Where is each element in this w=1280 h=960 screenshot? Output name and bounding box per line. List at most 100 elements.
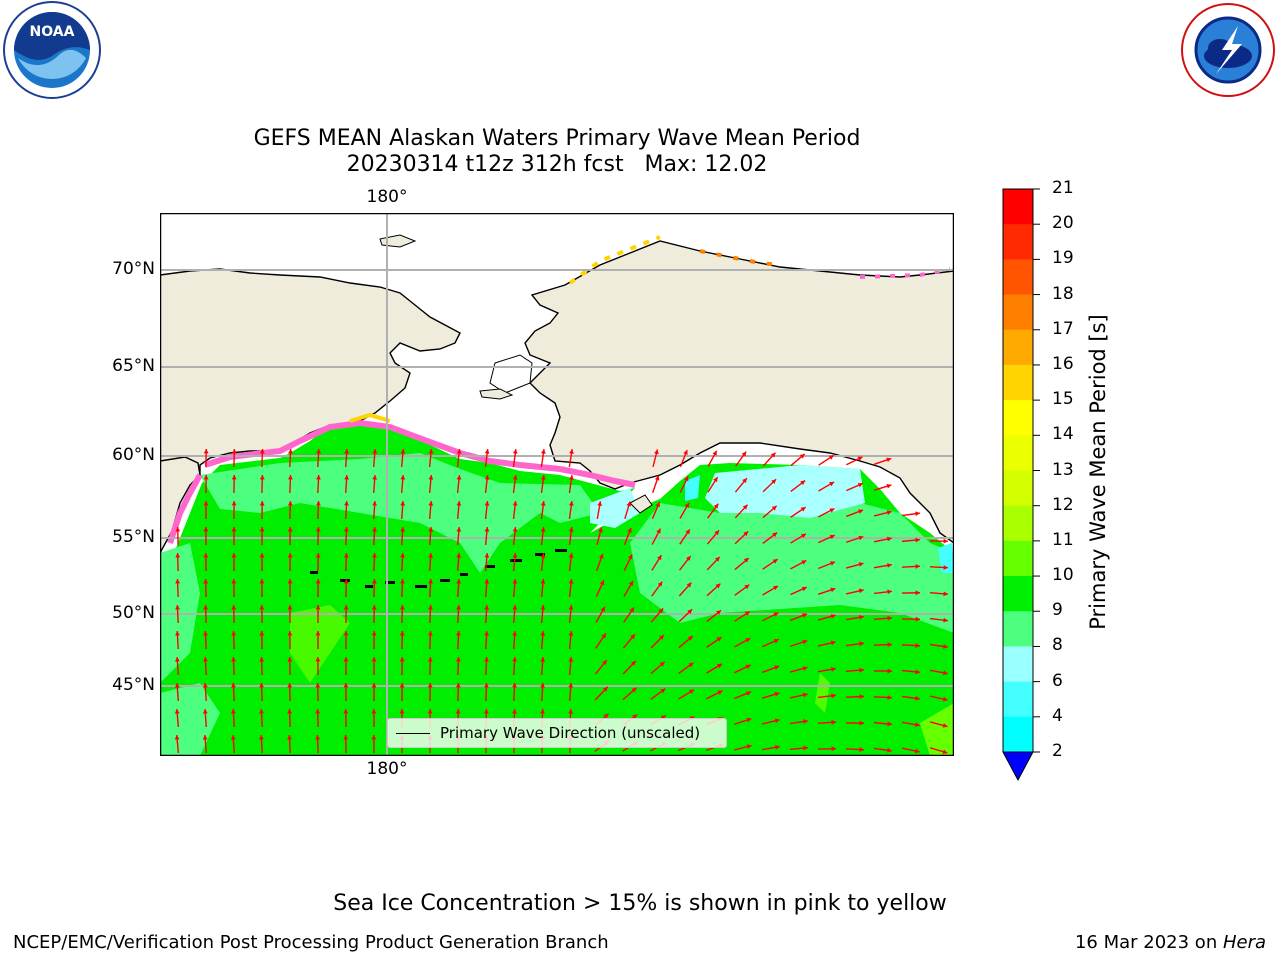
- wave-arrow-head: [943, 644, 948, 649]
- legend-label: Primary Wave Direction (unscaled): [440, 724, 701, 742]
- cyan-zone: [705, 465, 865, 518]
- svg-text:NOAA: NOAA: [30, 24, 75, 40]
- wave-arrow-head: [568, 553, 574, 558]
- wave-arrow-head: [540, 527, 546, 532]
- wave-arrow-head: [203, 475, 209, 480]
- colorbar-segment: [1003, 505, 1033, 542]
- wave-arrow-head: [343, 553, 349, 558]
- wave-arrow-head: [316, 501, 321, 506]
- wave-arrow-head: [541, 449, 546, 454]
- wave-arrow-head: [512, 683, 517, 688]
- cyan-zone-kodiak: [685, 475, 700, 501]
- wave-arrow-head: [830, 587, 836, 593]
- sea-ice-arctic-1: [568, 235, 661, 285]
- colorbar-segment: [1003, 611, 1033, 647]
- wave-arrow-head: [915, 722, 920, 728]
- wave-arrow-head: [746, 691, 752, 696]
- wave-arrow-head: [175, 605, 180, 610]
- wave-arrow-head: [484, 631, 489, 636]
- wave-arrow-head: [626, 501, 632, 507]
- wave-arrow-head: [630, 634, 635, 640]
- wave-arrow-head: [371, 605, 377, 610]
- wave-arrow-head: [717, 663, 723, 669]
- lat-label-45: 45°N: [112, 675, 155, 695]
- wave-arrow-head: [829, 508, 835, 513]
- wave-arrow-head: [512, 527, 518, 532]
- lat-label-65: 65°N: [112, 356, 155, 376]
- wave-arrow-head: [801, 586, 807, 592]
- wave-arrow-head: [599, 580, 605, 586]
- wave-arrow-head: [202, 683, 208, 688]
- wave-arrow-head: [942, 723, 948, 728]
- wave-arrow-head: [831, 719, 836, 725]
- wave-arrow-head: [484, 605, 490, 610]
- wave-arrow-head: [259, 475, 265, 480]
- wave-arrow-head: [857, 482, 863, 488]
- wave-arrow-head: [628, 580, 634, 586]
- wave-arrow-head: [399, 709, 405, 714]
- map-plot: [160, 213, 954, 756]
- colorbar-label: 15: [1052, 389, 1074, 410]
- noaa-logo: NOAA: [3, 1, 101, 99]
- wave-arrow-head: [540, 631, 546, 636]
- wave-arrow-head: [772, 532, 778, 538]
- wave-arrow-head: [484, 527, 490, 532]
- wave-arrow-head: [802, 639, 808, 645]
- wave-arrow-head: [859, 720, 864, 726]
- wave-arrow-head: [484, 501, 490, 506]
- wave-arrow-head: [660, 715, 666, 720]
- colorbar-label: 20: [1052, 213, 1074, 234]
- graticule: [160, 213, 954, 756]
- colorbar-label: 16: [1052, 353, 1074, 374]
- colorbar-label: 10: [1052, 565, 1074, 586]
- wave-arrow-head: [715, 583, 721, 589]
- wave-arrow-head: [859, 694, 864, 700]
- wave-arrow-head: [943, 538, 948, 544]
- wave-arrow-head: [887, 747, 892, 753]
- wave-arrow-head: [455, 683, 461, 688]
- wave-arrow-head: [371, 631, 377, 636]
- wave-arrow-head: [371, 683, 377, 688]
- wave-arrow-head: [713, 477, 718, 483]
- wave-arrow-head: [686, 555, 691, 561]
- wave-arrow-head: [456, 527, 462, 532]
- wave-arrow-head: [774, 718, 780, 724]
- wave-arrow-head: [568, 501, 574, 506]
- wave-arrow-head: [371, 735, 377, 740]
- wave-arrow-head: [540, 605, 546, 610]
- wave-arrow-head: [428, 605, 433, 610]
- colorbar-title: Primary Wave Mean Period [s]: [1086, 314, 1110, 630]
- colorbar-segment: [1003, 540, 1033, 577]
- wave-arrow-head: [828, 455, 834, 460]
- wave-arrow-head: [887, 668, 892, 674]
- wave-arrow-head: [886, 457, 892, 463]
- wave-arrow-head: [174, 683, 180, 688]
- wave-arrow-head: [684, 502, 689, 508]
- wave-arrow-head: [802, 613, 808, 618]
- wave-arrow-head: [659, 661, 665, 667]
- wave-arrow-head: [288, 449, 293, 454]
- wave-arrow-head: [343, 709, 349, 714]
- wave-arrow-head: [287, 501, 293, 506]
- wave-arrow-head: [858, 562, 864, 567]
- wave-arrow-head: [886, 510, 892, 515]
- wave-arrow-head: [400, 527, 406, 532]
- wave-arrow-head: [598, 553, 604, 559]
- colorbar-label: 4: [1052, 705, 1063, 726]
- wave-arrow-head: [568, 605, 574, 610]
- wave-arrow-head: [744, 611, 750, 616]
- wave-arrow-head: [344, 475, 349, 480]
- colorbar-label: 21: [1052, 178, 1074, 198]
- wave-arrow-head: [512, 553, 518, 558]
- wave-arrow-head: [371, 579, 377, 584]
- wave-arrow-head: [744, 584, 750, 590]
- wave-arrow-head: [259, 709, 264, 714]
- colorbar-segment: [1003, 400, 1033, 436]
- wave-arrow-head: [203, 579, 209, 584]
- wave-arrow-head: [399, 631, 405, 636]
- wave-arrow-head: [770, 452, 776, 458]
- yellowgreen-zone-se: [815, 673, 830, 713]
- wave-arrow-head: [427, 683, 433, 688]
- wave-arrow-head: [372, 527, 377, 532]
- wave-arrow-head: [343, 579, 349, 584]
